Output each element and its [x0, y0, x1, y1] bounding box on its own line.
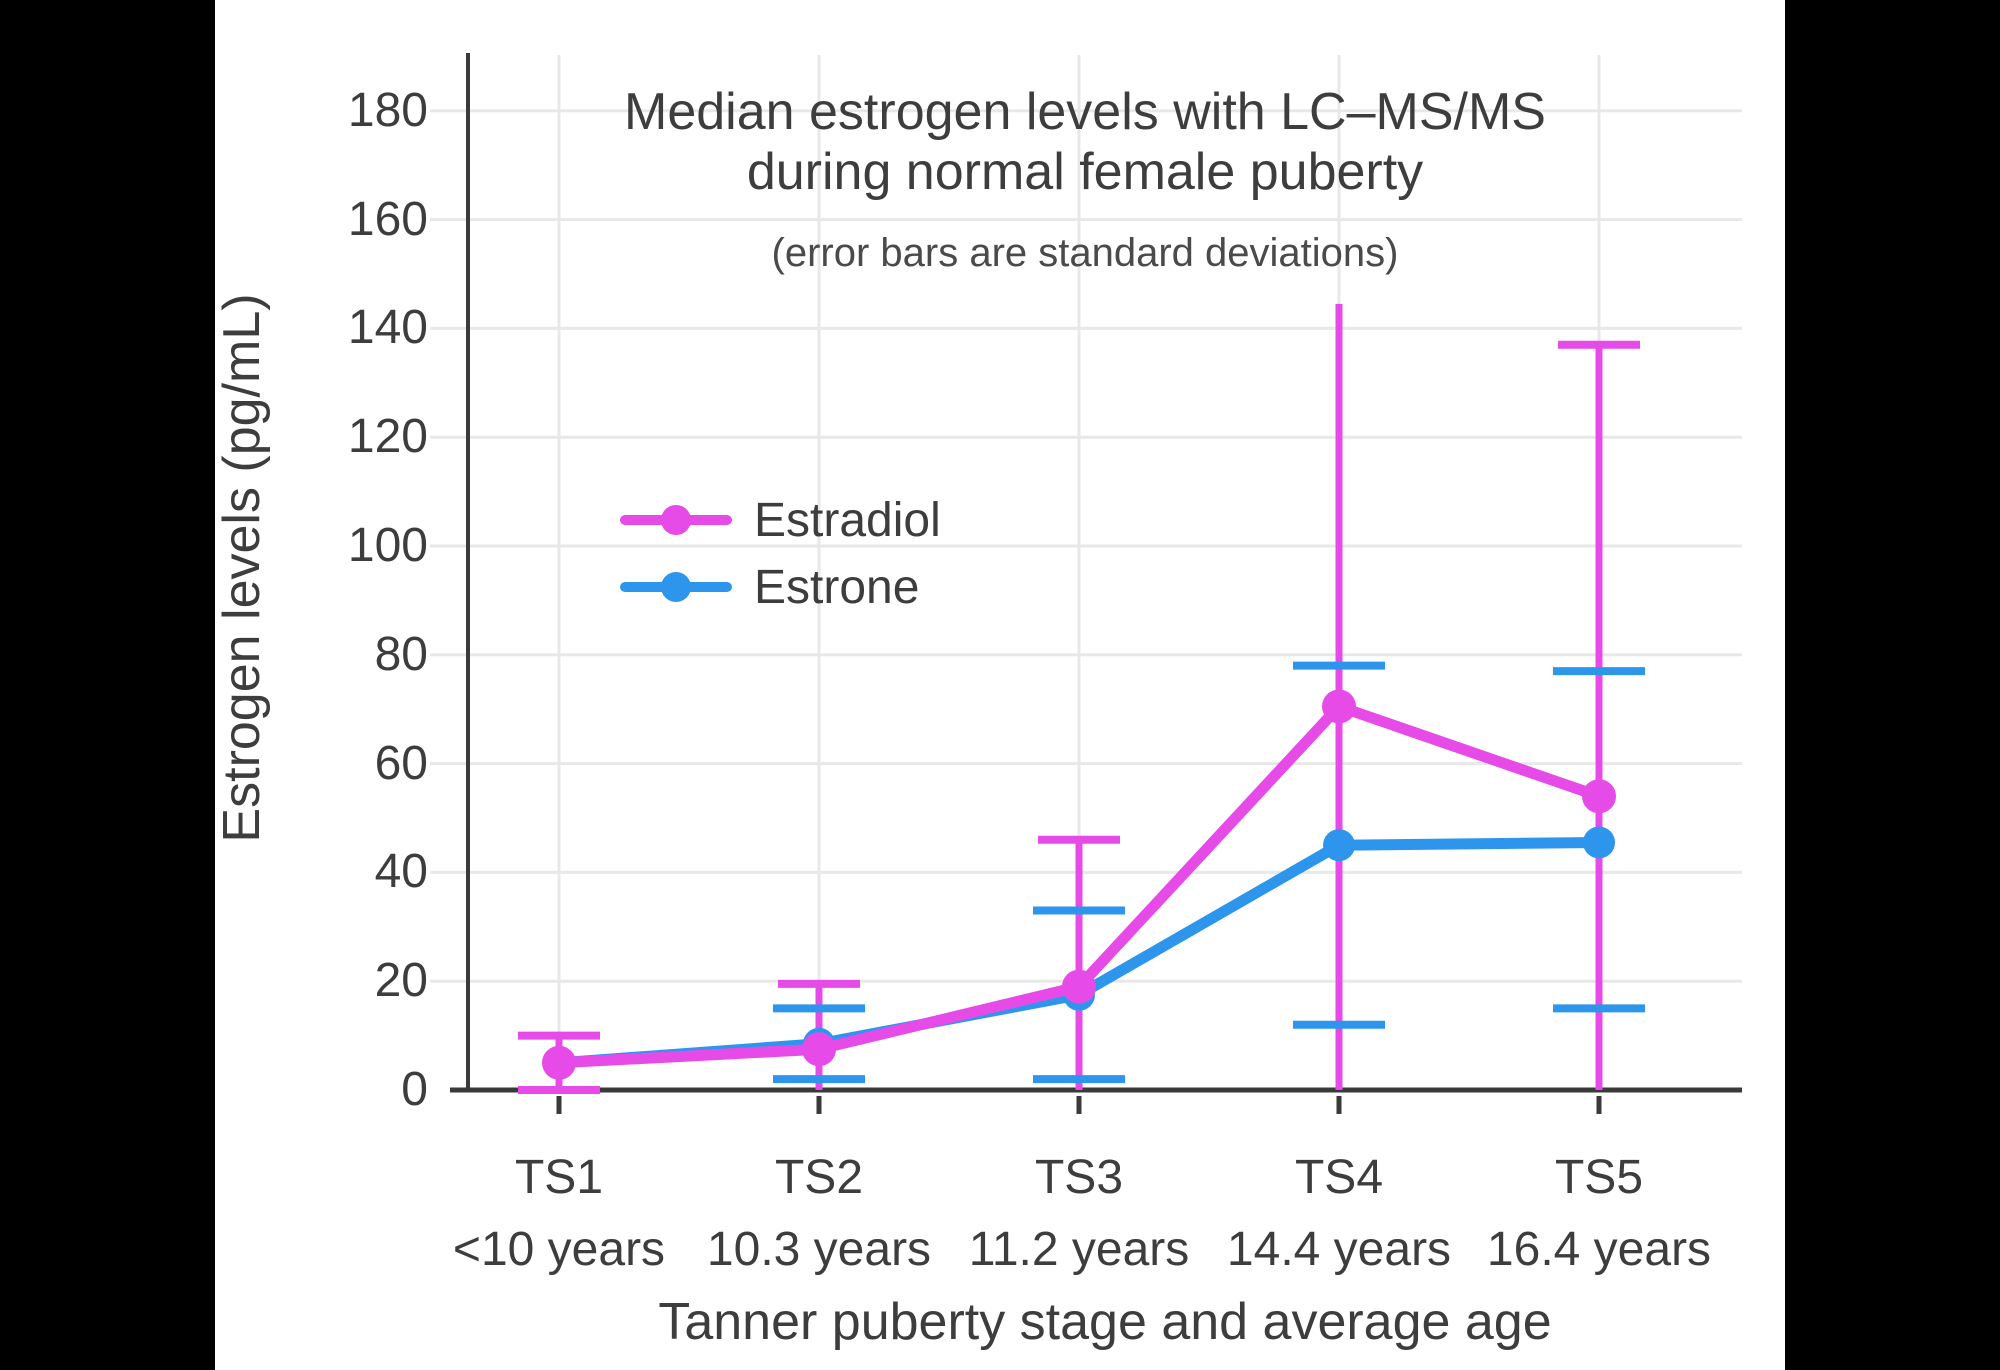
- y-tick-label-40: 40: [374, 845, 428, 899]
- legend-swatch-icon: [620, 561, 732, 613]
- y-tick-label-120: 120: [347, 410, 428, 464]
- legend-item-estradiol: Estradiol: [620, 493, 941, 547]
- x-age-label-TS2: 10.3 years: [706, 1223, 932, 1276]
- estrone-point-TS4: [1323, 829, 1355, 862]
- chart-subtitle: (error bars are standard deviations): [771, 231, 1399, 275]
- legend-item-estrone: Estrone: [620, 560, 941, 614]
- x-age-label-TS1: <10 years: [452, 1223, 666, 1276]
- y-tick-label-160: 160: [347, 192, 428, 246]
- chart-title-block: Median estrogen levels with LC–MS/MS dur…: [480, 82, 1690, 276]
- y-tick-label-180: 180: [347, 83, 428, 137]
- y-tick-label-100: 100: [347, 519, 428, 572]
- x-tick-label-TS1: TS1: [514, 1151, 604, 1204]
- estrone-point-TS5: [1583, 826, 1615, 859]
- y-tick-label-20: 20: [374, 954, 428, 1008]
- estradiol-point-TS1: [542, 1045, 576, 1080]
- legend-label: Estrone: [754, 560, 920, 614]
- y-tick-label-80: 80: [374, 627, 428, 681]
- legend-label: Estradiol: [754, 493, 941, 547]
- x-tick-label-TS2: TS2: [774, 1151, 864, 1204]
- estradiol-point-TS5: [1582, 779, 1616, 814]
- x-tick-label-TS4: TS4: [1294, 1151, 1384, 1204]
- legend: Estradiol Estrone: [620, 494, 941, 628]
- y-axis-title: Estrogen levels (pg/mL): [213, 293, 271, 843]
- x-age-label-TS3: 11.2 years: [968, 1223, 1190, 1276]
- legend-swatch-icon: [620, 494, 732, 546]
- x-tick-label-TS5: TS5: [1554, 1151, 1644, 1204]
- chart-panel: [215, 0, 1785, 1370]
- y-tick-label-140: 140: [347, 301, 428, 355]
- x-age-label-TS4: 14.4 years: [1226, 1223, 1452, 1276]
- y-tick-label-0: 0: [401, 1063, 428, 1116]
- y-tick-label-60: 60: [374, 736, 428, 790]
- estradiol-point-TS4: [1322, 689, 1356, 724]
- x-axis-title: Tanner puberty stage and average age: [658, 1293, 1552, 1351]
- legend-dot-icon: [661, 505, 691, 535]
- estradiol-point-TS3: [1062, 969, 1096, 1004]
- legend-dot-icon: [661, 572, 691, 602]
- x-age-label-TS5: 16.4 years: [1486, 1223, 1712, 1276]
- x-tick-label-TS3: TS3: [1034, 1151, 1124, 1204]
- estradiol-point-TS2: [802, 1032, 836, 1067]
- chart-title-line2: during normal female puberty: [746, 143, 1424, 201]
- chart-title-line1: Median estrogen levels with LC–MS/MS: [624, 83, 1546, 141]
